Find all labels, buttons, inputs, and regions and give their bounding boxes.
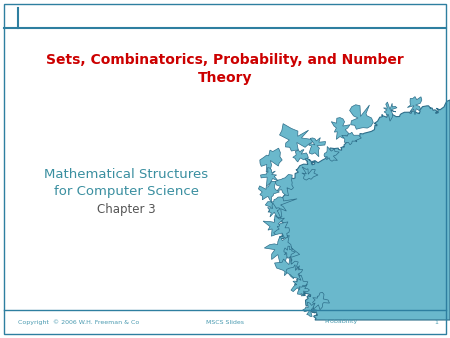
Text: 1: 1 <box>434 319 438 324</box>
Polygon shape <box>263 215 284 236</box>
Text: Mathematical Structures: Mathematical Structures <box>44 169 208 182</box>
Polygon shape <box>261 168 278 186</box>
Text: Chapter 3: Chapter 3 <box>97 203 155 217</box>
Polygon shape <box>303 302 316 316</box>
Polygon shape <box>313 292 329 310</box>
Polygon shape <box>260 148 282 172</box>
Polygon shape <box>331 118 351 139</box>
Polygon shape <box>266 197 297 218</box>
Polygon shape <box>286 265 303 281</box>
Polygon shape <box>274 100 450 320</box>
Polygon shape <box>309 138 325 157</box>
Polygon shape <box>407 97 422 115</box>
Polygon shape <box>297 284 310 296</box>
Polygon shape <box>264 235 300 263</box>
Text: Sets, Combinatorics, Probability, and Number: Sets, Combinatorics, Probability, and Nu… <box>46 53 404 67</box>
Text: Theory: Theory <box>198 71 252 85</box>
Polygon shape <box>268 203 281 218</box>
Text: Copyright  © 2006 W.H. Freeman & Co: Copyright © 2006 W.H. Freeman & Co <box>18 319 139 325</box>
Polygon shape <box>279 124 315 151</box>
Polygon shape <box>342 132 361 145</box>
Polygon shape <box>275 174 293 196</box>
Polygon shape <box>274 256 298 279</box>
Text: MSCS Slides: MSCS Slides <box>206 319 244 324</box>
Text: Probability: Probability <box>324 319 357 324</box>
Text: for Computer Science: for Computer Science <box>54 186 198 198</box>
Polygon shape <box>274 222 289 238</box>
Polygon shape <box>324 146 339 161</box>
Polygon shape <box>291 275 308 296</box>
Polygon shape <box>350 105 373 129</box>
Polygon shape <box>383 102 397 121</box>
Polygon shape <box>302 167 318 180</box>
Polygon shape <box>293 149 308 162</box>
Polygon shape <box>284 246 295 258</box>
Polygon shape <box>258 181 279 203</box>
